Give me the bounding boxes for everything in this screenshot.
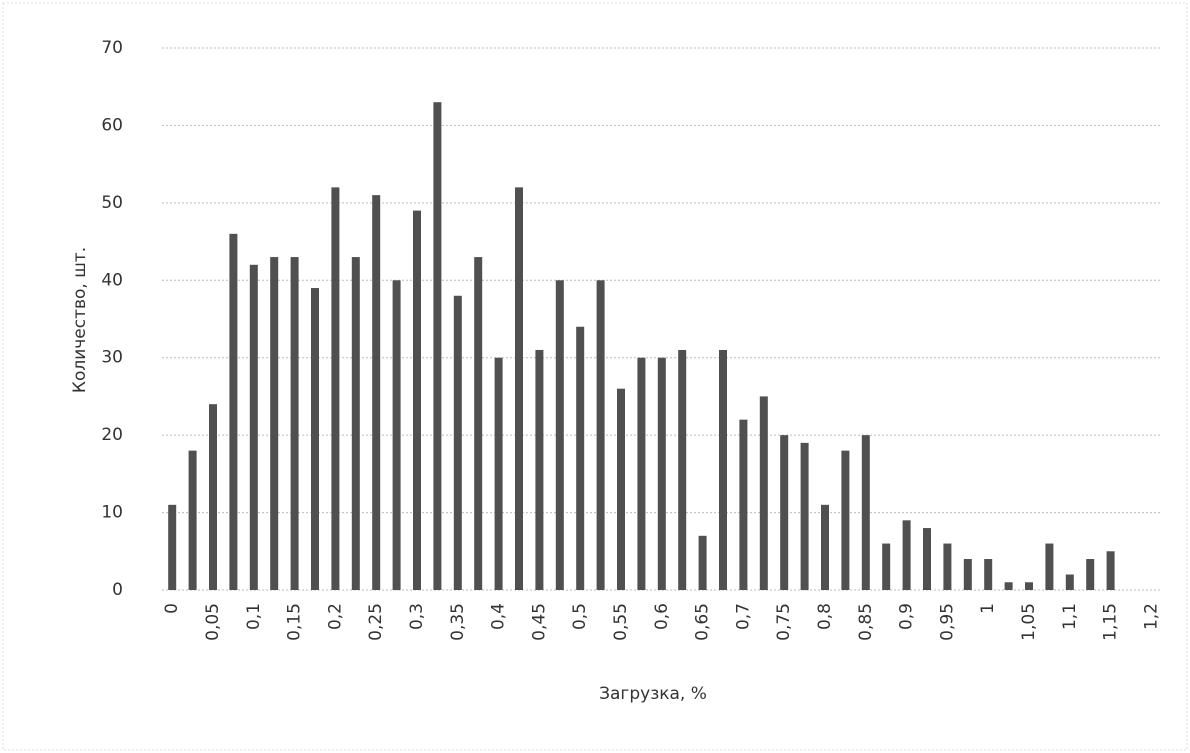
x-tick-label: 0,3: [407, 603, 427, 630]
bar: [882, 543, 891, 590]
x-tick-label: 0,35: [448, 603, 468, 641]
bar: [515, 187, 523, 590]
bar: [535, 349, 544, 590]
x-tick-label: 1: [978, 603, 998, 614]
y-tick-label: 10: [101, 503, 123, 523]
bar: [821, 504, 829, 590]
y-tick-label: 20: [101, 425, 123, 445]
bar: [780, 435, 789, 590]
bar: [596, 280, 605, 590]
bar: [1065, 574, 1074, 590]
y-tick-label: 50: [101, 193, 123, 213]
bar: [249, 264, 258, 590]
bar: [474, 257, 483, 590]
bar: [923, 528, 931, 590]
bar: [719, 349, 727, 590]
bar: [963, 559, 972, 590]
bar: [311, 288, 319, 590]
y-tick-label: 0: [112, 580, 123, 600]
bar: [637, 357, 646, 590]
bar: [453, 295, 462, 590]
bar: [290, 257, 299, 590]
bar: [188, 450, 197, 590]
bar: [555, 280, 564, 590]
x-tick-label: 0: [162, 603, 182, 614]
bar: [1106, 551, 1115, 590]
x-tick-label: 0,25: [366, 603, 386, 641]
x-tick-label: 0,2: [325, 603, 345, 630]
y-tick-label: 60: [101, 115, 123, 135]
bar: [1086, 559, 1095, 590]
bar: [1045, 543, 1054, 590]
x-tick-label: 0,05: [203, 603, 223, 641]
bar: [800, 442, 809, 590]
bar: [413, 210, 421, 590]
y-axis-title: Количество, шт.: [70, 247, 90, 393]
bar: [494, 357, 503, 590]
bar: [617, 388, 625, 590]
x-tick-label: 0,65: [693, 603, 713, 641]
x-tick-label: 0,45: [529, 603, 549, 641]
x-tick-label: 0,75: [774, 603, 794, 641]
x-tick-label: 0,15: [285, 603, 305, 641]
bar: [229, 233, 238, 591]
x-axis-title: Загрузка, %: [599, 684, 707, 704]
bar: [1004, 582, 1013, 590]
bar: [1025, 582, 1033, 590]
bar: [943, 543, 952, 590]
bar: [739, 419, 748, 590]
bar: [433, 102, 442, 590]
x-tick-label: 0,6: [652, 603, 672, 630]
bar: [576, 326, 585, 590]
x-tick-label: 0,85: [856, 603, 876, 641]
x-tick-label: 0,55: [611, 603, 631, 641]
y-tick-label: 40: [101, 270, 123, 290]
bar: [270, 257, 279, 590]
y-tick-label: 30: [101, 348, 123, 368]
x-tick-label: 0,95: [937, 603, 957, 641]
bar: [392, 280, 401, 590]
x-tick-label: 1,1: [1060, 603, 1080, 630]
bar: [657, 357, 666, 590]
x-tick-label: 0,9: [897, 603, 917, 630]
x-tick-label: 0,1: [244, 603, 264, 630]
bar: [902, 520, 911, 590]
bar: [331, 187, 340, 590]
bar: [861, 435, 870, 590]
bar: [168, 504, 177, 590]
x-tick-label: 1,15: [1101, 603, 1121, 641]
bar: [698, 535, 707, 590]
bar: [759, 396, 768, 590]
x-tick-label: 1,05: [1019, 603, 1039, 641]
bar: [984, 559, 993, 590]
x-tick-label: 0,4: [489, 603, 509, 630]
x-tick-label: 1,2: [1141, 603, 1161, 630]
x-tick-label: 0,7: [733, 603, 753, 630]
bar: [372, 195, 381, 590]
y-tick-label: 70: [101, 38, 123, 58]
bar: [841, 450, 850, 590]
bar: [678, 349, 687, 590]
x-tick-label: 0,5: [570, 603, 590, 630]
bar: [209, 404, 217, 590]
bar: [351, 257, 360, 590]
x-tick-label: 0,8: [815, 603, 835, 630]
